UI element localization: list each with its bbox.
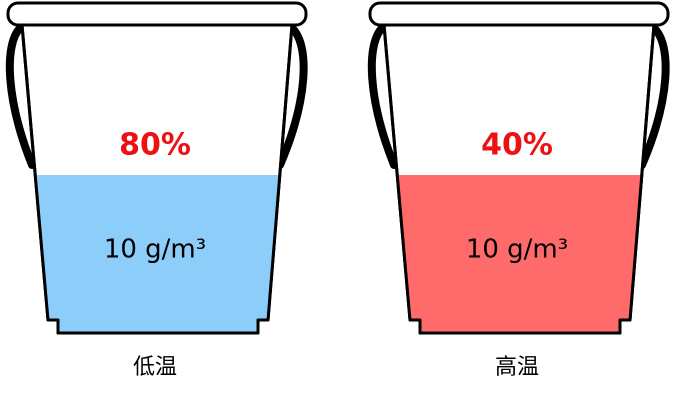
- handle: [5, 24, 36, 169]
- bucket-outline: [20, 24, 294, 335]
- handle: [367, 24, 398, 169]
- caption: 低温: [133, 355, 177, 380]
- bucket: 80% 10 g/m³ 低温: [5, 1, 308, 380]
- bucket: 40% 10 g/m³ 高温: [367, 1, 670, 380]
- content-label: 10 g/m³: [466, 235, 568, 265]
- caption: 高温: [495, 355, 539, 380]
- liquid: [398, 175, 642, 333]
- bucket-rim: [6, 1, 308, 27]
- percent-label: 40%: [481, 128, 553, 163]
- content-label: 10 g/m³: [104, 235, 206, 265]
- liquid: [36, 175, 280, 333]
- bucket-rim: [368, 1, 670, 27]
- handle: [638, 24, 670, 169]
- handle: [276, 24, 308, 169]
- percent-label: 80%: [119, 128, 191, 163]
- bucket-outline: [382, 24, 656, 335]
